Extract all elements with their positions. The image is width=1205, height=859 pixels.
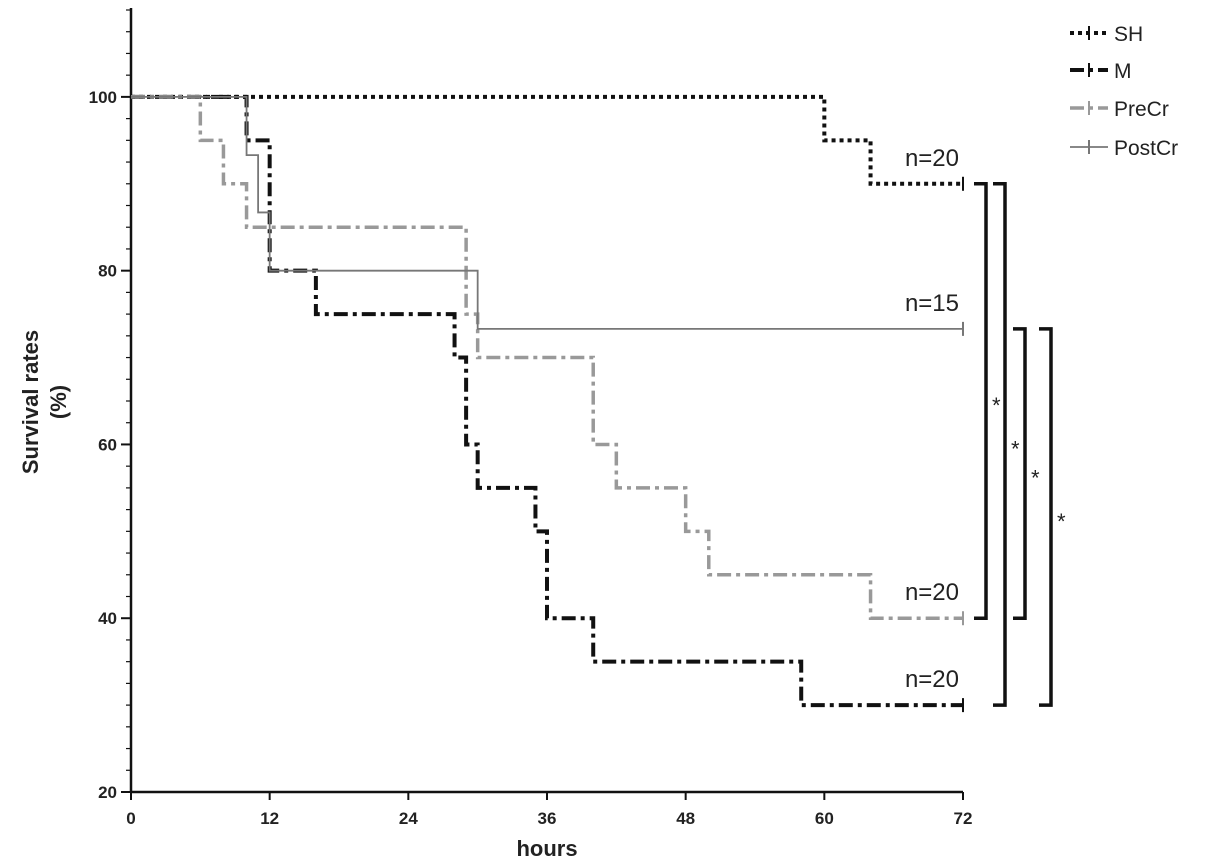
legend: SH M PreCr PostCr (1070, 23, 1178, 160)
significance-bracket (993, 182, 1007, 707)
x-tick-label: 48 (676, 809, 695, 828)
significance-star: * (1057, 509, 1066, 534)
significance-star: * (1031, 466, 1040, 491)
y-axis-title-line-1: Survival rates (18, 330, 43, 474)
x-axis-title: hours (516, 836, 577, 859)
n-label-precr: n=20 (905, 579, 959, 606)
n-label-sh: n=20 (905, 145, 959, 172)
x-ticks: 0 12 24 36 48 60 72 (126, 792, 972, 828)
x-tick-label: 0 (126, 809, 135, 828)
significance-star: * (1011, 436, 1020, 461)
legend-label-precr: PreCr (1114, 98, 1169, 121)
x-tick-label: 60 (815, 809, 834, 828)
y-tick-label: 40 (98, 609, 117, 628)
y-ticks: 20 40 60 80 100 (89, 88, 131, 802)
x-tick-label: 24 (399, 809, 418, 828)
x-tick-label: 36 (538, 809, 557, 828)
series-line-precr (131, 95, 963, 620)
y-axis-title-line-2: (%) (46, 385, 71, 419)
x-tick-label: 72 (954, 809, 973, 828)
series-line-m (131, 94, 963, 708)
series-line-postcr (131, 95, 963, 330)
n-labels: n=20 n=20 n=20 n=15 (905, 145, 959, 693)
significance-star: * (992, 393, 1001, 418)
series-layer (131, 94, 964, 713)
significance-bracket (1013, 327, 1027, 620)
y-tick-label: 60 (98, 435, 117, 454)
y-tick-label: 100 (89, 88, 117, 107)
x-tick-label: 12 (260, 809, 279, 828)
y-axis-title: Survival rates (%) (18, 330, 71, 474)
legend-label-sh: SH (1114, 23, 1143, 46)
y-tick-label: 80 (98, 262, 117, 281)
significance-brackets: * * * * (974, 182, 1066, 707)
legend-label-m: M (1114, 60, 1132, 83)
significance-bracket (1039, 327, 1053, 707)
legend-label-postcr: PostCr (1114, 137, 1178, 160)
series-line-sh (131, 94, 963, 186)
n-label-m: n=20 (905, 666, 959, 693)
significance-bracket (974, 182, 988, 620)
y-tick-label: 20 (98, 783, 117, 802)
n-label-postcr: n=15 (905, 290, 959, 317)
